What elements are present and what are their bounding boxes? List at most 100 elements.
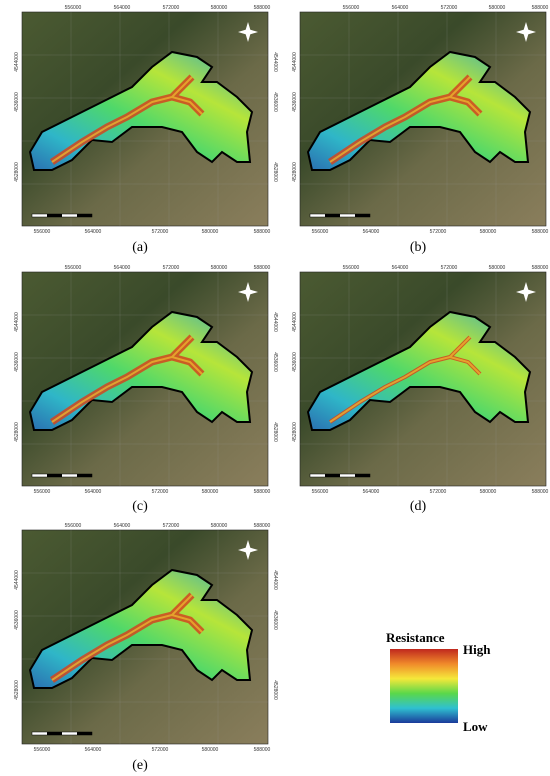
transition-band	[51, 336, 203, 423]
y-tick-label: 4544000	[272, 312, 278, 332]
y-tick-label: 4544000	[272, 570, 278, 590]
map-panel: 556000 564000 572000 580000 588000 556000 5640…	[292, 265, 549, 495]
y-tick-label: 4528000	[272, 680, 278, 700]
scale-bar-segment	[77, 732, 92, 735]
map-panel: 556000 564000 572000 580000 588000 556000 5640…	[14, 523, 278, 753]
x-tick-label: 556000	[34, 489, 51, 495]
y-tick-label: 4528000	[272, 422, 278, 442]
x-tick-label: 588000	[254, 747, 271, 753]
x-tick-label: 572000	[430, 229, 447, 235]
panel-label: (d)	[410, 499, 427, 514]
y-tick-label: 4544000	[292, 312, 298, 332]
x-tick-label: 564000	[392, 5, 409, 11]
x-tick-label: 564000	[85, 489, 102, 495]
y-tick-label: 4536000	[272, 610, 278, 630]
x-tick-label: 556000	[65, 265, 82, 271]
x-tick-label: 572000	[163, 5, 180, 11]
x-tick-label: 564000	[363, 489, 380, 495]
x-tick-label: 564000	[85, 747, 102, 753]
panel-label: (a)	[132, 240, 148, 255]
x-tick-label: 556000	[34, 229, 51, 235]
x-tick-label: 564000	[85, 229, 102, 235]
x-tick-label: 556000	[312, 489, 329, 495]
scale-bar-segment	[77, 214, 92, 217]
panel-label: (e)	[132, 758, 148, 773]
x-tick-label: 572000	[163, 523, 180, 529]
x-tick-label: 580000	[489, 5, 506, 11]
x-tick-label: 556000	[343, 265, 360, 271]
scale-bar-segment	[47, 214, 62, 217]
y-tick-label: 4536000	[272, 352, 278, 372]
x-tick-label: 556000	[343, 5, 360, 11]
x-tick-label: 564000	[114, 5, 131, 11]
x-tick-label: 564000	[363, 229, 380, 235]
x-tick-label: 588000	[254, 523, 271, 529]
x-tick-label: 580000	[202, 489, 219, 495]
x-tick-label: 580000	[211, 5, 228, 11]
x-tick-label: 580000	[489, 265, 506, 271]
x-tick-label: 572000	[152, 489, 169, 495]
compass	[238, 540, 258, 560]
map-panel: 556000 564000 572000 580000 588000 556000 5640…	[292, 5, 549, 235]
x-tick-label: 588000	[532, 5, 549, 11]
y-tick-label: 4536000	[292, 352, 298, 372]
scale-bar-segment	[325, 474, 340, 477]
panel-label: (b)	[410, 240, 427, 255]
legend-gradient	[390, 649, 458, 723]
x-tick-label: 572000	[163, 265, 180, 271]
transition-band	[51, 76, 203, 163]
map-panel: 556000 564000 572000 580000 588000 556000 5640…	[14, 265, 278, 495]
y-tick-label: 4528000	[272, 162, 278, 182]
x-tick-label: 580000	[202, 229, 219, 235]
x-tick-label: 556000	[65, 5, 82, 11]
map-panel: 556000 564000 572000 580000 588000 556000 5640…	[14, 5, 278, 235]
y-tick-label: 4536000	[14, 92, 20, 112]
x-tick-label: 588000	[532, 265, 549, 271]
transition-band	[51, 594, 203, 681]
y-tick-label: 4528000	[292, 422, 298, 442]
x-tick-label: 556000	[65, 523, 82, 529]
x-tick-label: 572000	[441, 265, 458, 271]
y-tick-label: 4544000	[272, 52, 278, 72]
x-tick-label: 588000	[532, 229, 549, 235]
compass	[238, 282, 258, 302]
x-tick-label: 588000	[254, 5, 271, 11]
x-tick-label: 580000	[480, 489, 497, 495]
scale-bar-segment	[77, 474, 92, 477]
x-tick-label: 588000	[254, 229, 271, 235]
x-tick-label: 572000	[441, 5, 458, 11]
x-tick-label: 564000	[114, 265, 131, 271]
transition-band	[329, 336, 481, 423]
y-tick-label: 4528000	[14, 162, 20, 182]
scale-bar-segment	[47, 474, 62, 477]
compass	[238, 22, 258, 42]
compass	[516, 22, 536, 42]
x-tick-label: 580000	[211, 523, 228, 529]
y-tick-label: 4528000	[14, 422, 20, 442]
y-tick-label: 4536000	[272, 92, 278, 112]
x-tick-label: 564000	[114, 523, 131, 529]
x-tick-label: 572000	[152, 229, 169, 235]
y-tick-label: 4536000	[14, 352, 20, 372]
y-tick-label: 4544000	[292, 52, 298, 72]
x-tick-label: 572000	[430, 489, 447, 495]
compass	[516, 282, 536, 302]
y-tick-label: 4528000	[14, 680, 20, 700]
panel-label: (c)	[132, 499, 148, 514]
x-tick-label: 564000	[392, 265, 409, 271]
x-tick-label: 580000	[202, 747, 219, 753]
scale-bar-segment	[355, 214, 370, 217]
legend-low: Low	[463, 719, 488, 734]
x-tick-label: 588000	[254, 489, 271, 495]
x-tick-label: 556000	[312, 229, 329, 235]
x-tick-label: 588000	[532, 489, 549, 495]
transition-band	[329, 76, 481, 163]
legend-high: High	[463, 642, 491, 657]
x-tick-label: 572000	[152, 747, 169, 753]
scale-bar-segment	[355, 474, 370, 477]
scale-bar-segment	[325, 214, 340, 217]
y-tick-label: 4528000	[292, 162, 298, 182]
x-tick-label: 580000	[480, 229, 497, 235]
legend-title: Resistance	[386, 630, 445, 645]
